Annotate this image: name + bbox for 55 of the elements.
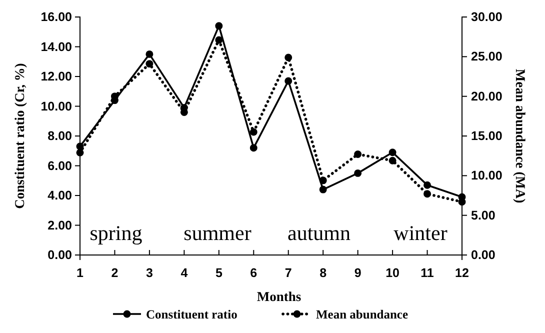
legend-label: Mean abundance [316,308,408,322]
point [388,156,396,164]
point [458,198,466,206]
x-axis-title: Months [256,289,302,304]
point [284,54,292,62]
y-tick-label: 0.00 [48,248,72,262]
y2-tick-label: 30.00 [471,10,502,24]
point [146,60,154,68]
legend-label: Constituent ratio [146,308,238,322]
x-tick-label: 1 [76,266,84,280]
point [354,150,362,158]
point [284,77,292,85]
x-tick-label: 6 [250,266,258,280]
y2-axis-title: Mean abundance (MA) [513,68,528,204]
annotation: summer [184,221,252,245]
x-tick-label: 9 [354,266,362,280]
point [319,176,327,184]
y2-tick-label: 10.00 [471,168,502,183]
x-tick-label: 8 [320,266,327,280]
y-tick-label: 16.00 [40,10,72,24]
x-tick-label: 5 [215,266,222,280]
y-tick-label: 14.00 [40,40,72,54]
y-tick-label: 8.00 [48,129,72,143]
point [250,128,258,136]
point [215,36,223,44]
y-tick-label: 2.00 [48,218,72,232]
y2-tick-label: 15.00 [471,129,502,143]
y-tick-label: 4.00 [48,188,72,202]
point [250,144,258,152]
point [76,148,84,156]
x-tick-label: 4 [180,266,188,280]
y2-tick-label: 25.00 [471,50,502,64]
x-tick-label: 2 [111,266,118,280]
point [354,169,362,177]
point [424,181,432,189]
y2-tick-label: 20.00 [471,89,502,104]
point [424,190,432,198]
point [388,148,396,156]
annotation: spring [90,221,143,245]
x-tick-label: 11 [420,266,434,280]
point [319,186,327,194]
annotation: winter [394,221,448,245]
y-tick-label: 12.00 [40,70,72,84]
y-tick-label: 6.00 [48,158,72,173]
y-axis-title: Constituent ratio (Cr, %) [12,63,27,209]
x-tick-label: 3 [146,266,153,280]
y2-tick-label: 5.00 [471,208,496,222]
annotation: autumn [288,221,351,245]
x-tick-label: 12 [455,266,469,280]
x-tick-label: 10 [386,266,400,280]
x-tick-label: 7 [284,266,292,280]
point [146,50,154,58]
y-tick-label: 10.00 [40,99,72,114]
y2-tick-label: 0.00 [471,248,496,262]
point [215,22,223,30]
